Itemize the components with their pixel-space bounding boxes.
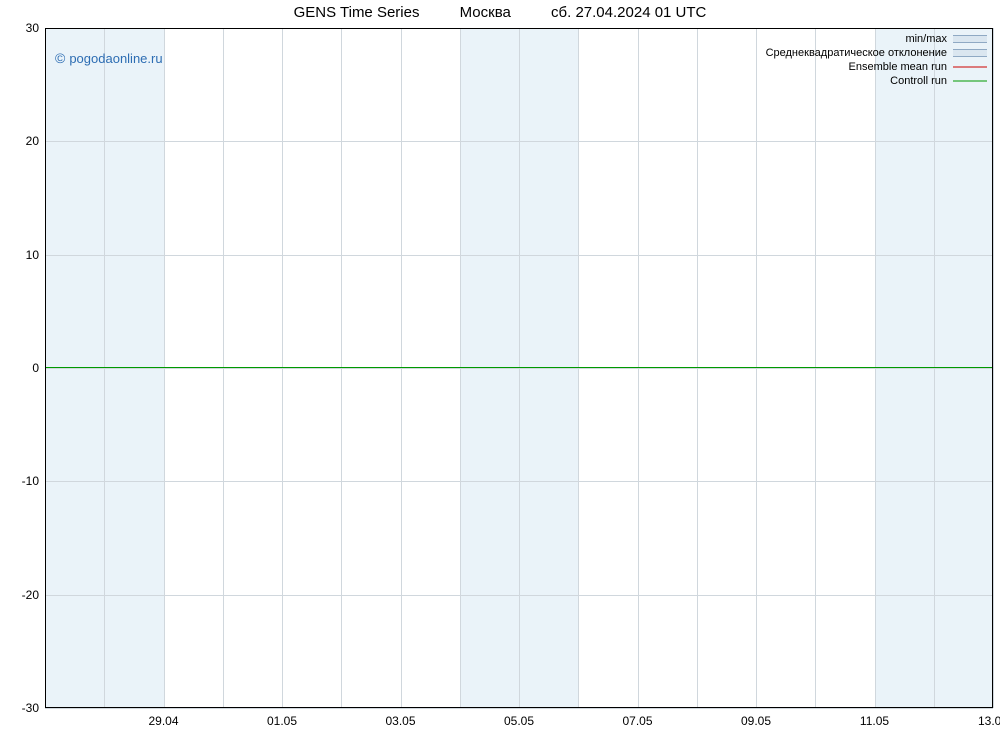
x-tick-label: 03.05 — [385, 708, 415, 728]
legend-item: Среднеквадратическое отклонение — [766, 46, 987, 60]
plot-area: -30-20-10010203029.0401.0503.0505.0507.0… — [45, 28, 993, 708]
attribution: © pogodaonline.ru — [55, 50, 163, 66]
legend-item: Controll run — [766, 74, 987, 88]
x-tick-label: 11.05 — [860, 708, 889, 728]
legend-swatch — [953, 63, 987, 71]
legend-label: min/max — [905, 33, 947, 45]
x-tick-label: 13.05 — [978, 708, 1000, 728]
legend-label: Среднеквадратическое отклонение — [766, 47, 947, 59]
y-tick-label: 20 — [26, 134, 45, 148]
legend-item: Ensemble mean run — [766, 60, 987, 74]
copyright-icon: © — [55, 50, 65, 66]
y-tick-label: 10 — [26, 248, 45, 262]
y-tick-label: -20 — [22, 588, 45, 602]
legend-swatch — [953, 77, 987, 85]
gridline-vertical — [993, 28, 994, 708]
y-tick-label: 0 — [32, 361, 45, 375]
series-controll-run — [45, 367, 993, 368]
title-series: GENS Time Series — [294, 4, 420, 21]
legend-label: Controll run — [890, 75, 947, 87]
y-tick-label: -10 — [22, 474, 45, 488]
legend-swatch — [953, 35, 987, 43]
x-tick-label: 01.05 — [267, 708, 297, 728]
x-tick-label: 29.04 — [148, 708, 178, 728]
title-location: Москва — [460, 4, 511, 21]
legend: min/max Среднеквадратическое отклонение En… — [766, 32, 987, 88]
x-tick-label: 05.05 — [504, 708, 534, 728]
legend-swatch — [953, 49, 987, 57]
x-tick-label: 07.05 — [622, 708, 652, 728]
attribution-text: pogodaonline.ru — [69, 51, 162, 66]
chart-container: GENS Time Series Москва сб. 27.04.2024 0… — [0, 0, 1000, 733]
title-datetime: сб. 27.04.2024 01 UTC — [551, 4, 706, 21]
legend-label: Ensemble mean run — [849, 61, 947, 73]
x-tick-label: 09.05 — [741, 708, 771, 728]
y-tick-label: -30 — [22, 701, 45, 715]
legend-item: min/max — [766, 32, 987, 46]
chart-title: GENS Time Series Москва сб. 27.04.2024 0… — [0, 4, 1000, 21]
y-tick-label: 30 — [26, 21, 45, 35]
